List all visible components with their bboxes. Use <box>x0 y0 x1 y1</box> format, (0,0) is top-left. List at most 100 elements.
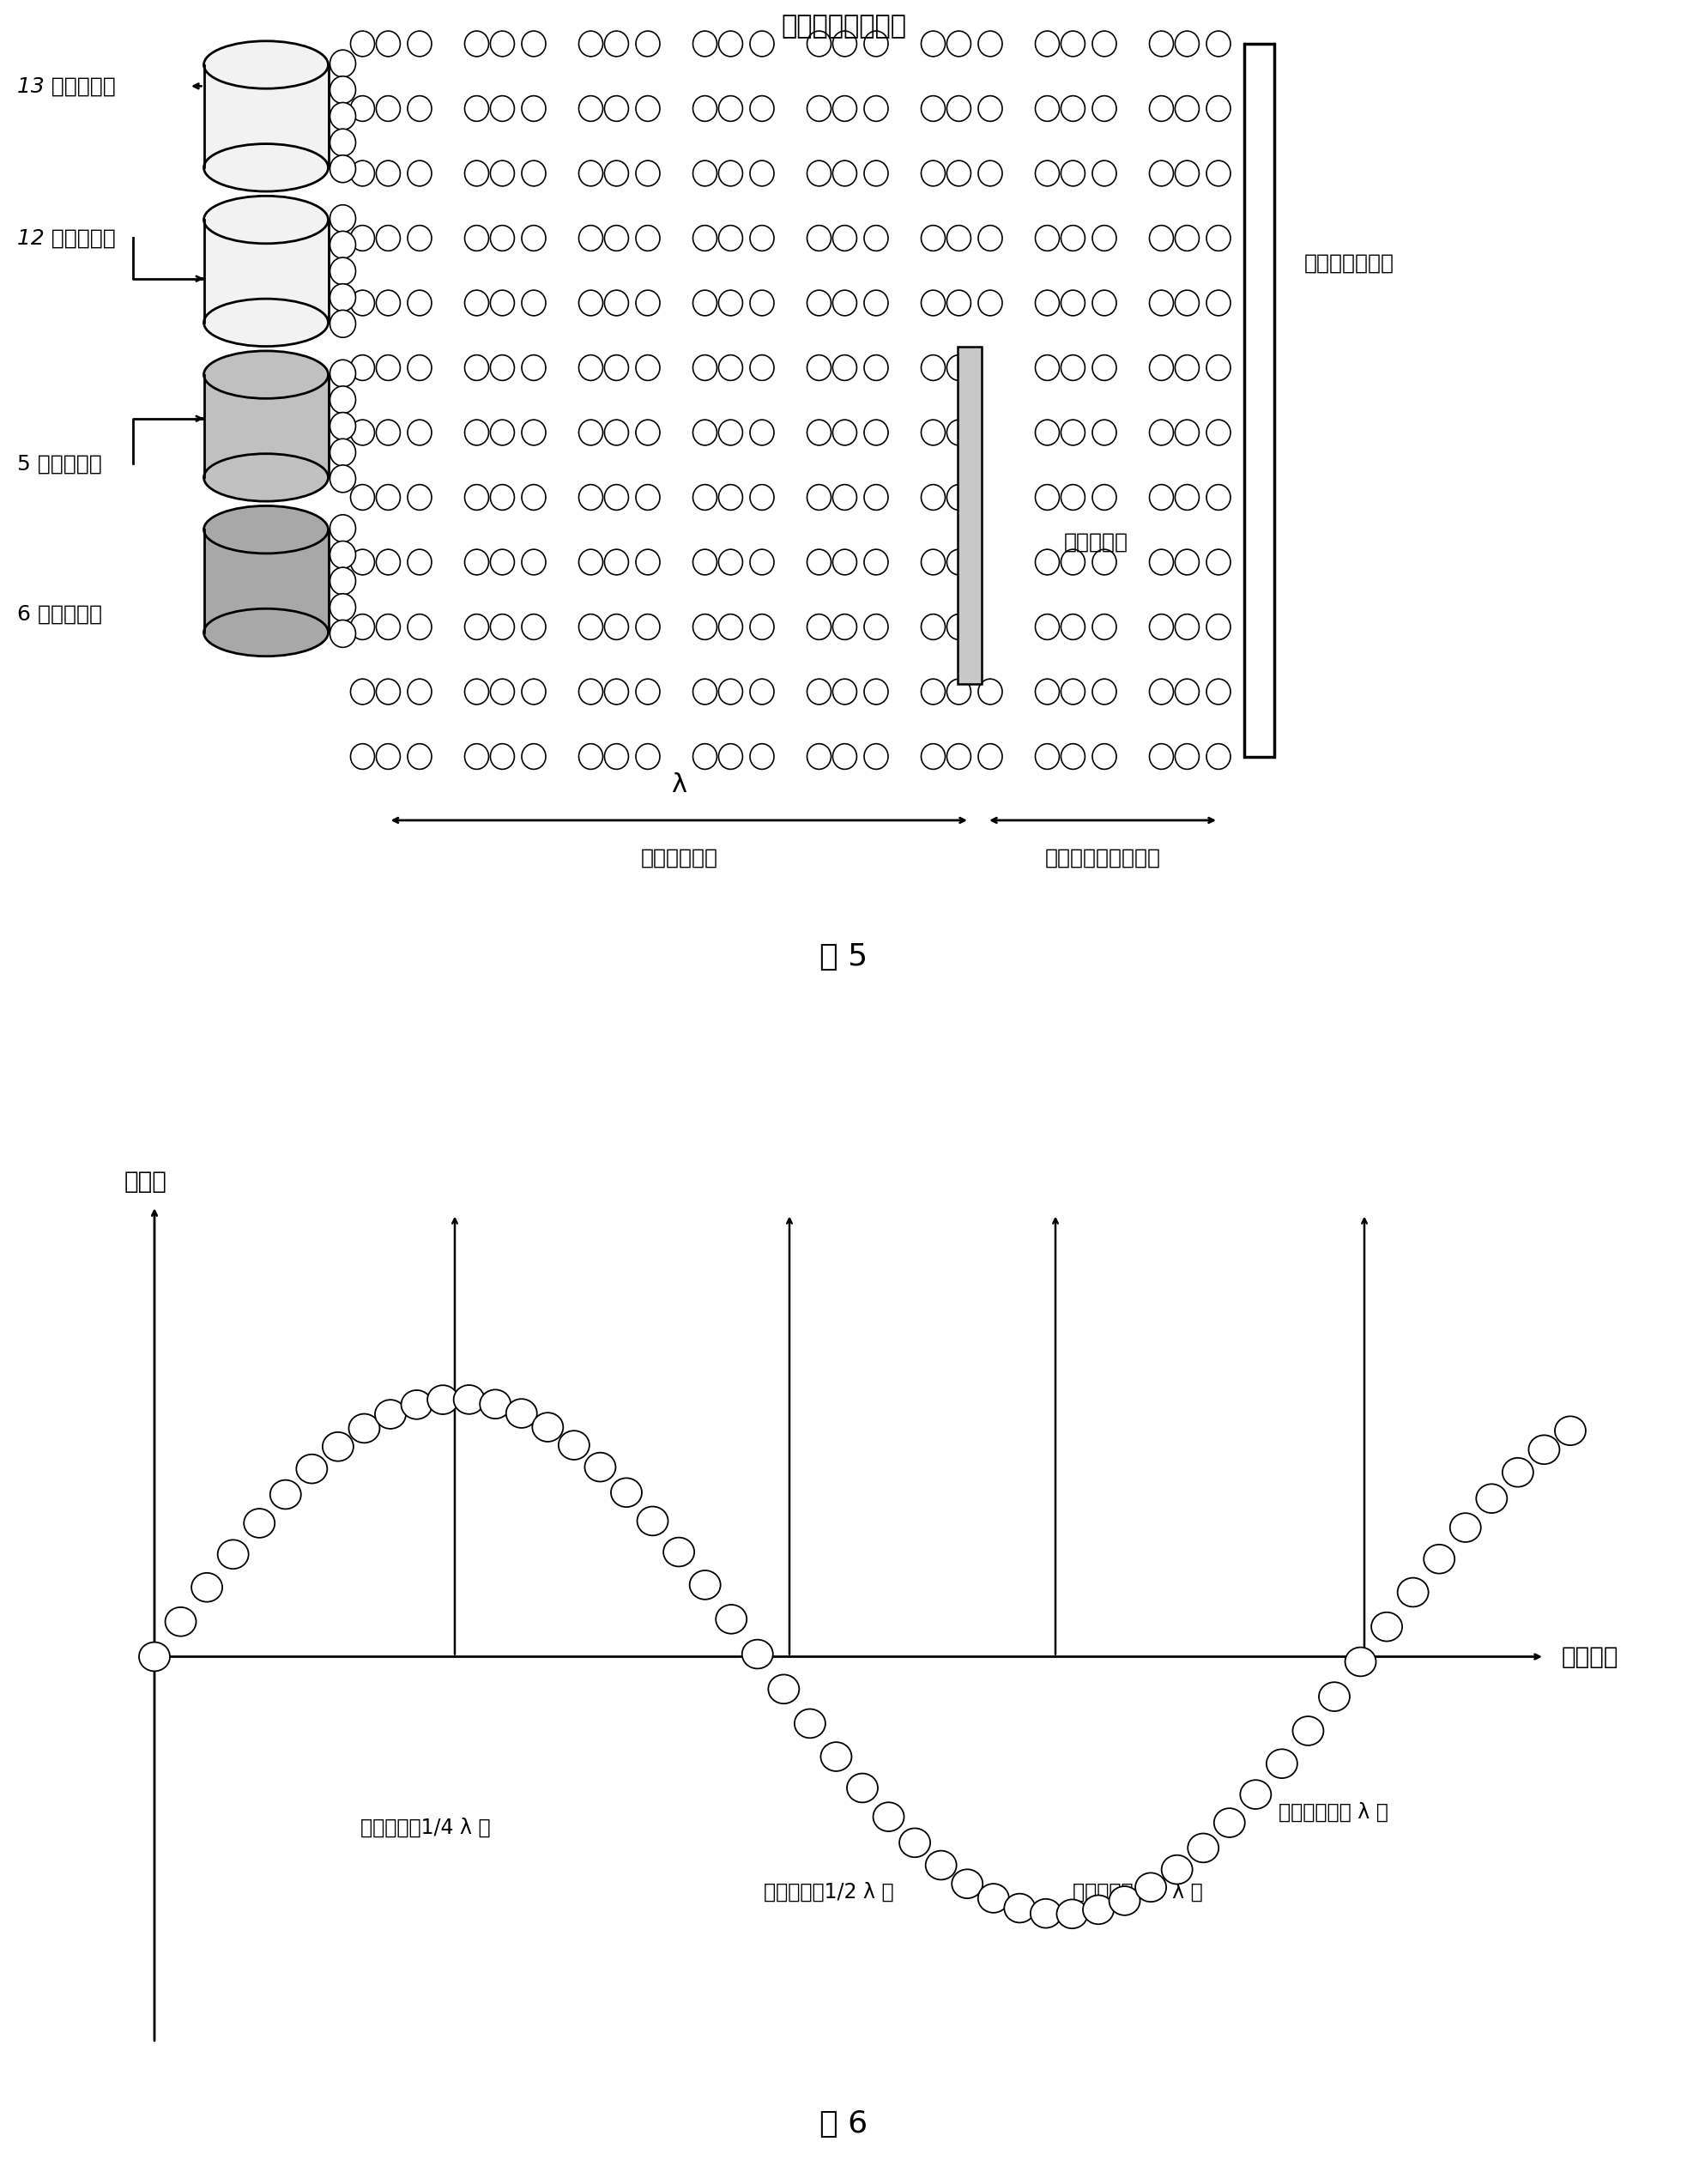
Circle shape <box>604 485 629 511</box>
Circle shape <box>946 290 970 317</box>
Circle shape <box>1176 356 1199 380</box>
Circle shape <box>464 745 489 769</box>
Circle shape <box>1319 1682 1350 1712</box>
Circle shape <box>719 290 742 317</box>
Circle shape <box>1036 419 1059 446</box>
Circle shape <box>636 679 660 705</box>
Circle shape <box>806 679 832 705</box>
Circle shape <box>464 290 489 317</box>
Circle shape <box>1528 1435 1559 1463</box>
Circle shape <box>408 745 432 769</box>
Circle shape <box>1061 356 1085 380</box>
Circle shape <box>351 419 375 446</box>
Circle shape <box>376 290 400 317</box>
Circle shape <box>585 1452 616 1481</box>
Circle shape <box>833 96 857 122</box>
Circle shape <box>331 594 356 620</box>
Circle shape <box>579 96 602 122</box>
Circle shape <box>331 258 356 284</box>
Circle shape <box>1176 31 1199 57</box>
Circle shape <box>408 614 432 640</box>
Circle shape <box>693 550 717 574</box>
Circle shape <box>408 290 432 317</box>
Circle shape <box>806 290 832 317</box>
Circle shape <box>464 679 489 705</box>
Circle shape <box>351 614 375 640</box>
Circle shape <box>376 419 400 446</box>
Circle shape <box>165 1607 196 1636</box>
Circle shape <box>604 419 629 446</box>
Circle shape <box>921 550 945 574</box>
Circle shape <box>1093 679 1117 705</box>
Circle shape <box>297 1455 327 1483</box>
Circle shape <box>1031 1898 1061 1928</box>
Circle shape <box>464 31 489 57</box>
Circle shape <box>1036 550 1059 574</box>
Circle shape <box>978 31 1002 57</box>
Circle shape <box>806 356 832 380</box>
Circle shape <box>636 485 660 511</box>
Circle shape <box>331 205 356 232</box>
Circle shape <box>322 1433 354 1461</box>
Circle shape <box>693 679 717 705</box>
Bar <box>204 66 329 168</box>
Circle shape <box>693 162 717 186</box>
Circle shape <box>1206 96 1230 122</box>
Circle shape <box>331 542 356 568</box>
Ellipse shape <box>204 41 329 90</box>
Circle shape <box>1093 162 1117 186</box>
Text: 图 6: 图 6 <box>820 2110 867 2138</box>
Circle shape <box>1345 1647 1377 1677</box>
Text: 测量反射体运动方向: 测量反射体运动方向 <box>1044 847 1161 869</box>
Circle shape <box>636 745 660 769</box>
Circle shape <box>693 356 717 380</box>
Circle shape <box>1372 1612 1402 1640</box>
Circle shape <box>1149 31 1174 57</box>
Circle shape <box>558 1431 589 1459</box>
Circle shape <box>1083 1896 1113 1924</box>
Circle shape <box>491 290 515 317</box>
Circle shape <box>521 31 545 57</box>
Circle shape <box>408 31 432 57</box>
Ellipse shape <box>204 197 329 245</box>
Circle shape <box>1206 745 1230 769</box>
Circle shape <box>833 290 857 317</box>
Circle shape <box>833 419 857 446</box>
Circle shape <box>833 679 857 705</box>
Circle shape <box>921 679 945 705</box>
Circle shape <box>331 284 356 310</box>
Circle shape <box>693 96 717 122</box>
Circle shape <box>693 225 717 251</box>
Circle shape <box>1149 614 1174 640</box>
Circle shape <box>579 485 602 511</box>
Circle shape <box>864 225 887 251</box>
Circle shape <box>978 1885 1009 1913</box>
Text: 相位差: 相位差 <box>125 1171 167 1195</box>
Circle shape <box>1149 356 1174 380</box>
Circle shape <box>408 419 432 446</box>
Text: 6 测量接收器: 6 测量接收器 <box>17 603 103 625</box>
Circle shape <box>946 356 970 380</box>
Circle shape <box>331 155 356 183</box>
Circle shape <box>715 1605 747 1634</box>
Circle shape <box>491 745 515 769</box>
Text: 接收器位于3/4 λ 处: 接收器位于3/4 λ 处 <box>1073 1883 1203 1902</box>
Circle shape <box>1176 745 1199 769</box>
Circle shape <box>1149 485 1174 511</box>
Circle shape <box>1149 419 1174 446</box>
Circle shape <box>921 614 945 640</box>
Circle shape <box>921 485 945 511</box>
Text: λ: λ <box>671 773 687 797</box>
Bar <box>204 531 329 633</box>
Circle shape <box>521 290 545 317</box>
Circle shape <box>408 225 432 251</box>
Circle shape <box>1206 162 1230 186</box>
Circle shape <box>376 550 400 574</box>
Circle shape <box>751 31 774 57</box>
Circle shape <box>521 614 545 640</box>
Circle shape <box>331 360 356 387</box>
Circle shape <box>820 1743 852 1771</box>
Circle shape <box>806 485 832 511</box>
Circle shape <box>376 485 400 511</box>
Circle shape <box>351 290 375 317</box>
